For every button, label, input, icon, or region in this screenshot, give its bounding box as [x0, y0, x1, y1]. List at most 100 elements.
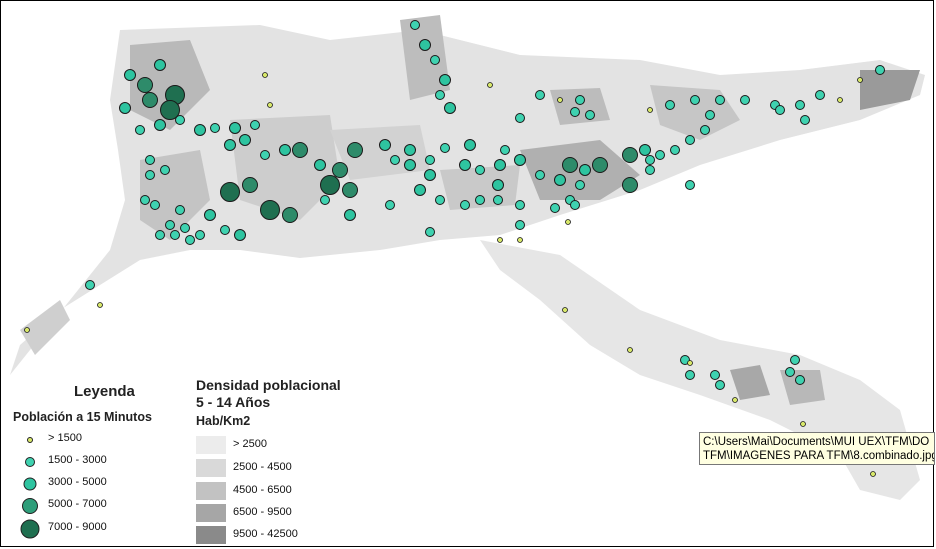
population-point-marker	[800, 421, 806, 427]
population-point-marker	[410, 20, 420, 30]
population-point-marker	[685, 180, 695, 190]
population-point-marker	[493, 195, 503, 205]
density-swatch	[196, 436, 226, 454]
population-point-marker	[562, 157, 578, 173]
population-point-marker	[224, 139, 236, 151]
population-point-marker	[320, 195, 330, 205]
population-point-marker	[622, 177, 638, 193]
population-point-marker	[875, 65, 885, 75]
population-point-marker	[775, 105, 785, 115]
population-point-marker	[464, 139, 476, 151]
population-point-marker	[344, 209, 356, 221]
population-point-marker	[515, 220, 525, 230]
population-point-marker	[119, 102, 131, 114]
population-point-marker	[414, 184, 426, 196]
population-point-marker	[645, 155, 655, 165]
population-point-marker	[535, 170, 545, 180]
density-legend-row: 2500 - 4500	[196, 459, 336, 477]
population-point-marker	[487, 82, 493, 88]
population-point-marker	[870, 471, 876, 477]
file-path-tooltip: C:\Users\Mai\Documents\MUI UEX\TFM\DO TF…	[699, 432, 935, 465]
density-label: 9500 - 42500	[233, 528, 298, 540]
population-point-marker	[517, 237, 523, 243]
population-point-marker	[795, 100, 805, 110]
population-point-marker	[627, 347, 633, 353]
population-point-marker	[857, 77, 863, 83]
population-point-marker	[180, 223, 190, 233]
population-point-marker	[404, 144, 416, 156]
population-point-marker	[492, 179, 504, 191]
population-point-marker	[320, 175, 340, 195]
legend-point-label: 1500 - 3000	[48, 454, 107, 466]
legend-point-row: 7000 - 9000	[14, 518, 164, 540]
population-point-marker	[282, 207, 298, 223]
population-point-marker	[475, 195, 485, 205]
density-label: 6500 - 9500	[233, 506, 292, 518]
density-swatch	[196, 482, 226, 500]
point-symbol-icon	[20, 519, 40, 539]
population-point-marker	[655, 150, 665, 160]
population-point-marker	[439, 74, 451, 86]
population-point-marker	[815, 90, 825, 100]
population-point-marker	[385, 200, 395, 210]
population-point-marker	[342, 182, 358, 198]
population-point-marker	[837, 97, 843, 103]
population-point-marker	[292, 142, 308, 158]
legend-point-row: > 1500	[14, 429, 164, 451]
density-legend-row: > 2500	[196, 436, 336, 454]
population-point-marker	[494, 159, 506, 171]
population-point-marker	[790, 355, 800, 365]
population-point-marker	[347, 142, 363, 158]
population-point-marker	[154, 59, 166, 71]
point-symbol-icon	[22, 498, 38, 514]
legend-title: Leyenda	[74, 383, 135, 400]
density-legend-row: 4500 - 6500	[196, 482, 336, 500]
population-point-marker	[575, 95, 585, 105]
tooltip-line2: TFM\IMAGENES PARA TFM\8.combinado.jpg	[703, 450, 935, 462]
population-point-marker	[145, 170, 155, 180]
population-point-marker	[175, 115, 185, 125]
population-point-marker	[250, 120, 260, 130]
density-label: 2500 - 4500	[233, 461, 292, 473]
population-point-marker	[710, 370, 720, 380]
population-point-marker	[475, 165, 485, 175]
population-point-marker	[260, 200, 280, 220]
population-point-marker	[155, 230, 165, 240]
population-point-marker	[97, 302, 103, 308]
population-point-marker	[592, 157, 608, 173]
population-point-marker	[239, 134, 251, 146]
population-point-marker	[705, 110, 715, 120]
legend-points-title: Población a 15 Minutos	[13, 410, 152, 424]
population-point-marker	[154, 119, 166, 131]
population-point-marker	[585, 110, 595, 120]
population-point-marker	[175, 205, 185, 215]
population-point-marker	[444, 102, 456, 114]
density-title-line2: 5 - 14 Años	[196, 394, 271, 410]
population-point-marker	[647, 107, 653, 113]
population-point-marker	[425, 155, 435, 165]
population-point-marker	[715, 95, 725, 105]
population-point-marker	[575, 180, 585, 190]
density-unit: Hab/Km2	[196, 414, 251, 428]
population-point-marker	[424, 169, 436, 181]
population-point-marker	[229, 122, 241, 134]
density-legend-row: 6500 - 9500	[196, 504, 336, 522]
population-point-marker	[800, 115, 810, 125]
population-point-marker	[562, 307, 568, 313]
population-point-marker	[732, 397, 738, 403]
population-point-marker	[715, 380, 725, 390]
density-legend-row: 9500 - 42500	[196, 526, 336, 544]
population-point-marker	[622, 147, 638, 163]
population-point-marker	[140, 195, 150, 205]
population-point-marker	[570, 200, 580, 210]
point-symbol-icon	[23, 477, 37, 491]
population-point-marker	[435, 195, 445, 205]
population-point-marker	[785, 367, 795, 377]
population-point-marker	[262, 72, 268, 78]
point-symbol-icon	[25, 457, 35, 467]
population-point-marker	[24, 327, 30, 333]
population-point-marker	[645, 165, 655, 175]
density-legend-title: Densidad poblacional 5 - 14 Años	[196, 377, 341, 411]
tooltip-line1: C:\Users\Mai\Documents\MUI UEX\TFM\DO	[703, 436, 930, 448]
population-point-marker	[514, 154, 526, 166]
